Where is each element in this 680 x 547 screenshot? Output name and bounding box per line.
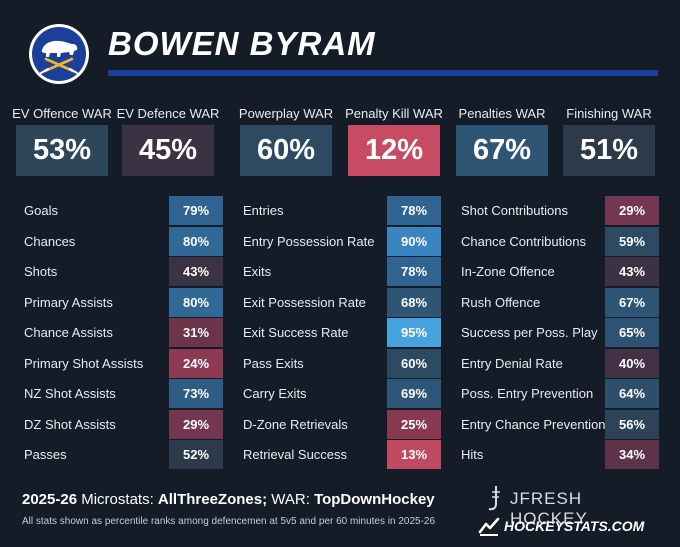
stat-value-c0-r8: 52%	[169, 440, 223, 469]
stat-label-c1-r7: D-Zone Retrievals	[243, 416, 348, 432]
stat-label-c0-r0: Goals	[24, 203, 58, 218]
war-value-5: 51%	[563, 125, 655, 176]
war-value-2: 60%	[240, 125, 332, 176]
stat-value-c1-r7: 25%	[387, 409, 441, 439]
war-label-1: EV Defence WAR	[116, 106, 220, 121]
stat-label-c1-r5: Pass Exits	[243, 355, 304, 371]
stat-value-c2-r3: 67%	[605, 287, 659, 317]
war-label-5: Finishing WAR	[566, 106, 652, 121]
stat-label-c1-r2: Exits	[243, 264, 272, 279]
brand-secondary-text: HOCKEYSTATS.COM	[504, 518, 645, 534]
footer-microstats-source: AllThreeZones;	[157, 491, 268, 508]
jfresh-hockey-brand: JFRESH HOCKEY	[484, 484, 659, 528]
stat-label-c0-r2: Shots	[24, 264, 58, 279]
stat-value-c2-r4: 65%	[605, 318, 659, 347]
stat-value-c0-r7: 29%	[169, 409, 223, 439]
stat-label-c0-r3: Primary Assists	[24, 294, 113, 310]
player-name: BOWEN BYRAM	[108, 25, 376, 62]
stat-value-c1-r5: 60%	[387, 348, 441, 378]
stat-label-c0-r5: Primary Shot Assists	[24, 355, 144, 371]
stat-value-c1-r6: 69%	[387, 379, 441, 408]
jfresh-logo-icon	[488, 486, 500, 511]
stat-label-c2-r0: Shot Contributions	[461, 203, 568, 218]
stat-value-c0-r4: 31%	[169, 318, 223, 347]
war-label-3: Penalty Kill WAR	[345, 106, 443, 121]
stat-value-c1-r4: 95%	[387, 318, 441, 347]
stat-value-c0-r2: 43%	[169, 257, 223, 286]
stat-label-c2-r7: Entry Chance Prevention	[461, 416, 606, 432]
stat-label-c1-r8: Retrieval Success	[243, 447, 348, 462]
stat-label-c1-r4: Exit Success Rate	[243, 325, 349, 340]
stat-label-c2-r5: Entry Denial Rate	[461, 355, 563, 371]
header-rule	[108, 70, 658, 76]
stat-label-c2-r3: Rush Offence	[461, 294, 541, 310]
stat-value-c1-r2: 78%	[387, 257, 441, 286]
stat-value-c0-r5: 24%	[169, 348, 223, 378]
stat-label-c0-r6: NZ Shot Assists	[24, 386, 116, 401]
stat-value-c2-r5: 40%	[605, 348, 659, 378]
stat-label-c2-r2: In-Zone Offence	[461, 264, 555, 279]
stat-label-c2-r1: Chance Contributions	[461, 233, 587, 249]
war-label-2: Powerplay WAR	[238, 106, 334, 121]
war-value-3: 12%	[348, 125, 440, 176]
stat-value-c0-r1: 80%	[169, 226, 223, 256]
stat-value-c1-r8: 13%	[387, 440, 441, 469]
stat-label-c2-r4: Success per Poss. Play	[461, 325, 598, 340]
footer-note: All stats shown as percentile ranks amon…	[22, 516, 436, 527]
stat-value-c1-r0: 78%	[387, 196, 441, 225]
stat-value-c1-r3: 68%	[387, 287, 441, 317]
stat-label-c0-r7: DZ Shot Assists	[24, 416, 116, 432]
footer-war-source: TopDownHockey	[314, 491, 435, 508]
war-value-1: 45%	[122, 125, 214, 176]
footer-microstats-prefix: Microstats:	[81, 491, 154, 508]
war-value-4: 67%	[456, 125, 548, 176]
stat-value-c2-r0: 29%	[605, 196, 659, 225]
stat-value-c1-r1: 90%	[387, 226, 441, 256]
stat-value-c2-r7: 56%	[605, 409, 659, 439]
hockeystats-logo-icon	[478, 517, 500, 536]
footer-sources: 2025-26 Microstats: AllThreeZones; WAR: …	[22, 491, 435, 508]
stat-label-c2-r8: Hits	[461, 447, 484, 462]
war-value-0: 53%	[16, 125, 108, 176]
stat-label-c0-r1: Chances	[24, 233, 76, 249]
stat-label-c1-r3: Exit Possession Rate	[243, 294, 366, 310]
hockeystats-brand: HOCKEYSTATS.COM	[478, 514, 663, 538]
stat-label-c1-r0: Entries	[243, 203, 284, 218]
war-label-4: Penalties WAR	[458, 106, 546, 121]
war-label-0: EV Offence WAR	[12, 106, 112, 121]
stat-value-c2-r2: 43%	[605, 257, 659, 286]
brand-primary-text: JFRESH HOCKEY	[510, 489, 588, 528]
team-logo	[28, 23, 90, 85]
stat-value-c2-r6: 64%	[605, 379, 659, 408]
footer-war-prefix: WAR:	[271, 491, 310, 508]
stat-value-c2-r1: 59%	[605, 226, 659, 256]
stat-value-c2-r8: 34%	[605, 440, 659, 469]
stat-label-c1-r1: Entry Possession Rate	[243, 233, 375, 249]
footer-season: 2025-26	[22, 491, 78, 508]
stat-label-c1-r6: Carry Exits	[243, 386, 307, 401]
stat-label-c0-r8: Passes	[24, 447, 67, 462]
stat-label-c0-r4: Chance Assists	[24, 325, 113, 340]
stat-value-c0-r0: 79%	[169, 196, 223, 225]
stat-value-c0-r6: 73%	[169, 379, 223, 408]
stat-label-c2-r6: Poss. Entry Prevention	[461, 386, 594, 401]
stat-value-c0-r3: 80%	[169, 287, 223, 317]
